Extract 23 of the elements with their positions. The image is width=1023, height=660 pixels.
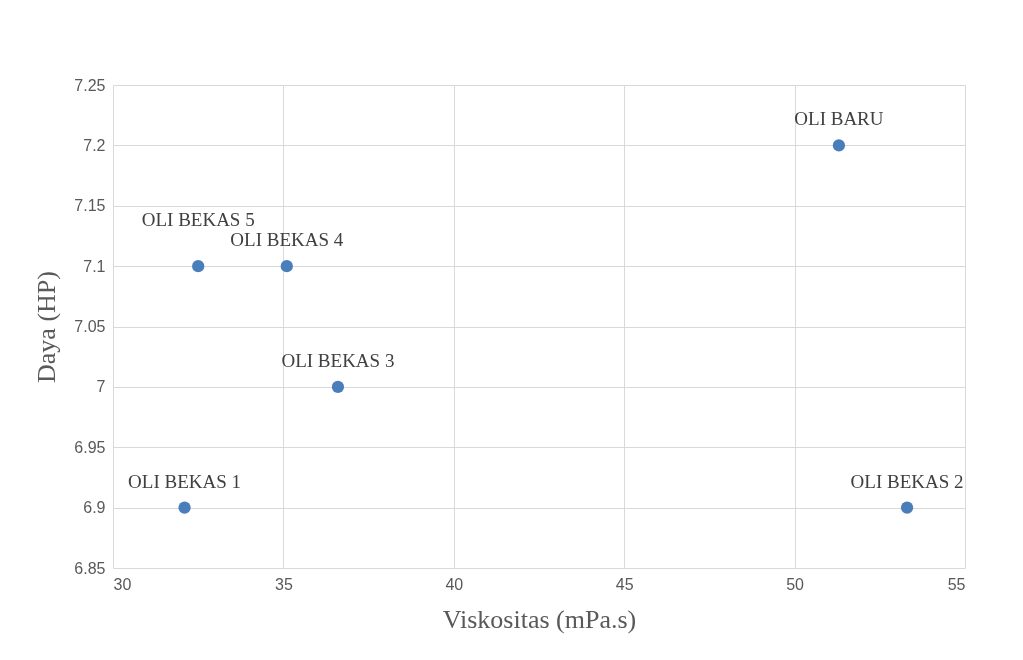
y-tick-label: 7.25 bbox=[74, 76, 106, 94]
y-tick-label: 7 bbox=[96, 378, 106, 396]
y-tick-label: 7.15 bbox=[74, 197, 106, 215]
annotation: OLI BEKAS 4 bbox=[230, 229, 344, 251]
annotation: OLI BEKAS 3 bbox=[281, 349, 395, 371]
x-tick-label: 30 bbox=[113, 575, 132, 593]
y-tick-label: 7.1 bbox=[83, 257, 106, 275]
y-axis-title: Daya (HP) bbox=[32, 271, 62, 383]
x-axis-title: Viskositas (mPa.s) bbox=[442, 604, 637, 634]
annotation: OLI BEKAS 1 bbox=[128, 470, 242, 492]
y-tick-label: 7.2 bbox=[83, 136, 106, 154]
x-tick-label: 45 bbox=[615, 575, 634, 593]
y-tick-label: 6.95 bbox=[74, 438, 106, 456]
y-tick-label: 6.85 bbox=[74, 559, 106, 577]
annotation: OLI BARU bbox=[794, 108, 884, 130]
x-tick-label: 35 bbox=[275, 575, 293, 593]
annotation: OLI BEKAS 2 bbox=[850, 470, 964, 492]
x-tick-label: 55 bbox=[947, 575, 966, 593]
annotation: OLI BEKAS 5 bbox=[141, 209, 255, 231]
x-tick-label: 40 bbox=[445, 575, 464, 593]
y-tick-label: 7.05 bbox=[74, 318, 106, 335]
x-tick-label: 50 bbox=[786, 575, 805, 593]
y-tick-label: 6.9 bbox=[83, 499, 106, 517]
